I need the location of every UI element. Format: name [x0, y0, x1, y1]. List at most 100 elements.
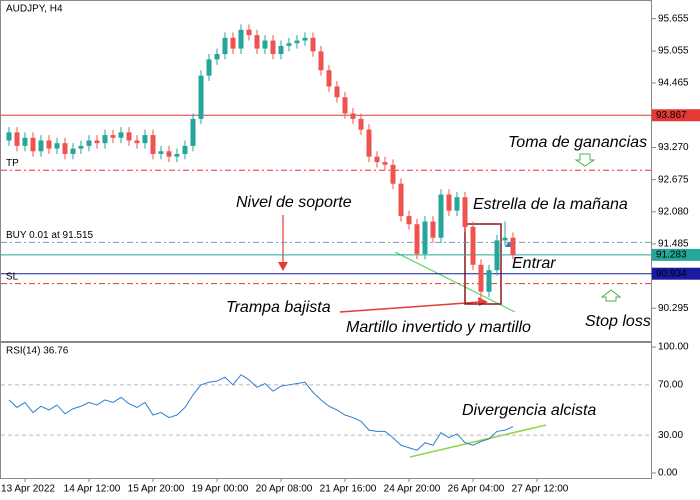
- candle-body: [510, 237, 516, 256]
- candle-body: [214, 54, 220, 60]
- level-label: SL: [6, 271, 19, 282]
- candle-body: [326, 70, 332, 87]
- y-tick-label: 94.465: [658, 78, 689, 89]
- candle-body: [78, 145, 84, 149]
- sl-arrow: [600, 289, 622, 302]
- candle-body: [30, 137, 36, 152]
- candle-body: [142, 135, 148, 144]
- candle-body: [150, 135, 156, 154]
- annotation: Trampa bajista: [226, 299, 331, 316]
- candle-body: [358, 118, 364, 130]
- candle-body: [126, 132, 132, 141]
- candle-body: [334, 86, 340, 98]
- candle-body: [486, 270, 492, 292]
- y-tick-label: 30.00: [658, 430, 683, 441]
- x-tick-label: 14 Apr 12:00: [64, 484, 121, 495]
- candle-body: [238, 29, 244, 49]
- trend-line: [394, 251, 516, 313]
- candle-body: [446, 194, 452, 211]
- candle-body: [46, 140, 52, 149]
- candle-body: [134, 140, 140, 144]
- candle-body: [430, 221, 436, 238]
- x-tick-label: 15 Apr 20:00: [128, 484, 185, 495]
- candle-body: [278, 45, 284, 55]
- candle-body: [110, 135, 116, 138]
- candle-body: [62, 143, 68, 154]
- candle-body: [190, 118, 196, 146]
- candle-body: [206, 59, 212, 76]
- x-tick-label: 21 Apr 16:00: [320, 484, 377, 495]
- candle-body: [118, 132, 124, 138]
- candle-body: [374, 156, 380, 163]
- price-tag: [652, 248, 700, 261]
- y-tick-label: 90.295: [658, 303, 689, 314]
- candle-body: [390, 164, 396, 184]
- y-tick-label: 100.00: [658, 342, 689, 353]
- chart-title: AUDJPY, H4: [6, 4, 63, 15]
- price-tag-label: 93.867: [656, 110, 687, 121]
- x-tick-label: 20 Apr 08:00: [256, 484, 313, 495]
- y-tick-label: 92.080: [658, 206, 689, 217]
- candle-body: [70, 148, 76, 154]
- candle-body: [14, 132, 20, 146]
- arrow: [339, 301, 481, 313]
- rsi-title: RSI(14) 36.76: [6, 346, 69, 357]
- price-tag-label: 91.283: [656, 249, 687, 260]
- candle-body: [182, 145, 188, 154]
- rsi-line: [8, 374, 514, 451]
- candle-body: [86, 140, 92, 146]
- candle-body: [422, 221, 428, 254]
- candle-body: [398, 183, 404, 217]
- annotation: Nivel de soporte: [236, 194, 352, 211]
- y-tick-label: 93.270: [658, 142, 689, 153]
- candle-body: [302, 37, 308, 41]
- annotation: Stop loss: [585, 313, 651, 330]
- candle-body: [6, 132, 12, 141]
- y-tick-label: 95.055: [658, 46, 689, 57]
- candle-body: [342, 97, 348, 114]
- candle-body: [270, 40, 276, 55]
- candle-body: [294, 40, 300, 44]
- candle-body: [166, 151, 172, 157]
- level-label: BUY 0.01 at 91.515: [6, 230, 94, 241]
- candle-body: [286, 43, 292, 46]
- price-tag: [652, 109, 700, 122]
- candle-body: [494, 240, 500, 271]
- arrow-head: [278, 262, 288, 271]
- y-tick-label: 0.00: [658, 468, 678, 479]
- candle-body: [54, 143, 60, 149]
- x-tick-label: 26 Apr 04:00: [448, 484, 505, 495]
- y-tick-label: 91.485: [658, 239, 689, 250]
- candle-body: [22, 137, 28, 146]
- candle-body: [382, 162, 388, 165]
- y-tick-label: 95.655: [658, 13, 689, 24]
- candle-body: [262, 40, 268, 49]
- candle-body: [230, 37, 236, 49]
- price-tag: [652, 267, 700, 280]
- candle-body: [158, 151, 164, 154]
- candle-body: [246, 29, 252, 36]
- x-tick-label: 27 Apr 12:00: [512, 484, 569, 495]
- candle-body: [414, 224, 420, 254]
- candle-body: [94, 140, 100, 144]
- y-tick-label: 70.00: [658, 379, 683, 390]
- rsi-panel: [0, 342, 652, 479]
- candle-body: [310, 37, 316, 52]
- annotation: Toma de ganancias: [508, 134, 647, 151]
- candle-body: [38, 140, 44, 152]
- tp-arrow: [574, 153, 596, 167]
- annotation: Estrella de la mañana: [473, 196, 628, 213]
- y-tick-label: 92.675: [658, 174, 689, 185]
- candle-body: [102, 135, 108, 144]
- divergence-line: [409, 424, 547, 458]
- x-tick-label: 19 Apr 00:00: [192, 484, 249, 495]
- annotation: Divergencia alcista: [462, 402, 596, 419]
- candle-body: [254, 35, 260, 49]
- level-label: TP: [6, 158, 19, 169]
- candle-body: [454, 197, 460, 211]
- price-tag-label: 90.934: [656, 268, 687, 279]
- candle-body: [198, 75, 204, 119]
- price-panel: [0, 0, 652, 342]
- candle-body: [222, 37, 228, 55]
